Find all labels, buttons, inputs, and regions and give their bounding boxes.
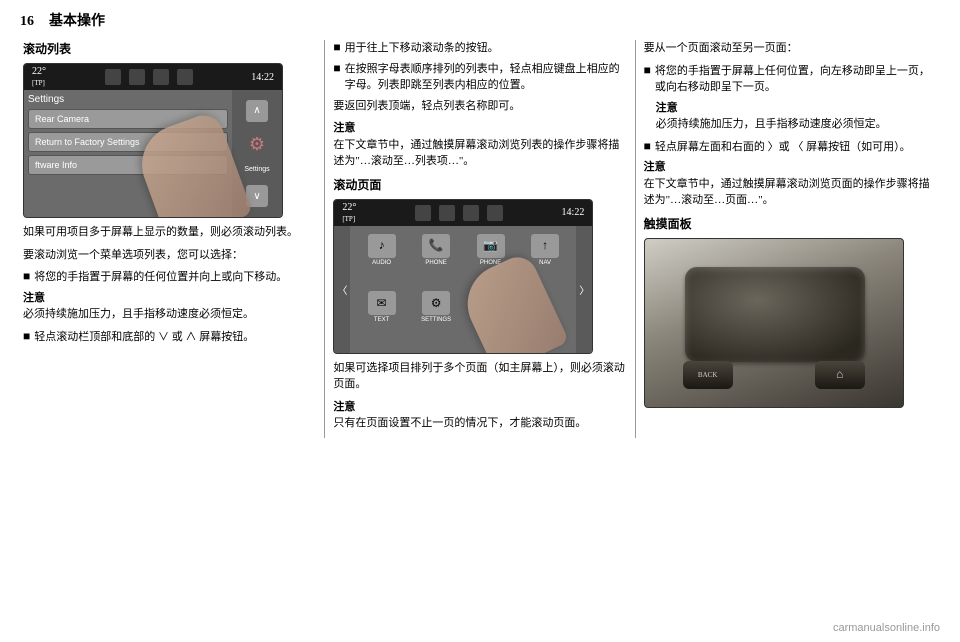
page-prev-button[interactable]: 〈 [334,226,350,353]
touchpad-photo: BACK ⌂ [644,238,904,408]
note-label: 注意 [644,161,666,173]
screen-heading: Settings [28,94,228,105]
settings-icon: ⚙ [422,291,450,315]
section-title-scroll-list: 滚动列表 [23,40,316,57]
note-label: 注意 [333,122,355,134]
column-1: 滚动列表 22°[TP] 14:22 Settings Rear Camera … [15,40,325,438]
topbar-icon [487,205,503,221]
topbar-icon [153,69,169,85]
note-label: 注意 [23,292,45,304]
bullet-marker: ■ [333,61,340,94]
paragraph: 要从一个页面滚动至另一页面： [644,40,937,57]
text-icon: ✉ [368,291,396,315]
note-text: 只有在页面设置不止一页的情况下，才能滚动页面。 [333,417,586,429]
bullet-text: 将您的手指置于屏幕的任何位置并向上或向下移动。 [34,269,316,286]
touchpad-surface [685,267,865,362]
home-button: ⌂ [815,361,865,389]
bullet-text: 用于往上下移动滚动条的按钮。 [345,40,627,57]
section-title-scroll-page: 滚动页面 [333,176,626,193]
column-3: 要从一个页面滚动至另一页面： ■ 将您的手指置于屏幕上任何位置，向左移动即呈上一… [636,40,945,438]
page-next-button[interactable]: 〉 [576,226,592,353]
note-label: 注意 [656,102,678,114]
bullet-text: 在按照字母表顺序排列的列表中，轻点相应键盘上相应的字母。列表即跳至列表内相应的位… [345,61,627,94]
bullet-marker: ■ [644,63,651,96]
home-app-phone[interactable]: 📞 PHONE [411,234,462,288]
time-display: 14:22 [562,207,585,218]
bullet-marker: ■ [23,329,30,346]
gear-icon: ⚙ [249,134,265,155]
temp-display: 22°[TP] [32,66,46,88]
bullet-marker: ■ [23,269,30,286]
screenshot-home-grid: 22°[TP] 14:22 〈 ♪ AUDIO 📞 [333,199,593,354]
camera-icon: 📷 [477,234,505,258]
page-number: 16 [20,14,34,30]
home-app-text[interactable]: ✉ TEXT [356,291,407,345]
audio-icon: ♪ [368,234,396,258]
screenshot-settings-list: 22°[TP] 14:22 Settings Rear Camera Retur… [23,63,283,218]
footer-watermark: carmanualsonline.info [833,622,940,634]
note-text: 在下文章节中，通过触摸屏幕滚动浏览页面的操作步骤将描述为"…滚动至…页面…"。 [644,178,930,207]
topbar-icon [129,69,145,85]
home-app-audio[interactable]: ♪ AUDIO [356,234,407,288]
topbar-icon [463,205,479,221]
paragraph: 要滚动浏览一个菜单选项列表，您可以选择： [23,247,316,264]
topbar-icon [177,69,193,85]
paragraph: 要返回列表顶端，轻点列表名称即可。 [333,98,626,115]
section-title-touchpad: 触摸面板 [644,215,937,232]
topbar-icon [105,69,121,85]
time-display: 14:22 [251,72,274,83]
back-button: BACK [683,361,733,389]
bullet-text: 轻点屏幕左面和右面的 〉或 〈 屏幕按钮（如可用）。 [655,139,937,156]
note-label: 注意 [333,401,355,413]
phone-icon: 📞 [422,234,450,258]
sidebar-label: Settings [244,166,269,173]
home-app-settings[interactable]: ⚙ SETTINGS [411,291,462,345]
topbar-icon [415,205,431,221]
column-2: ■ 用于往上下移动滚动条的按钮。 ■ 在按照字母表顺序排列的列表中，轻点相应键盘… [325,40,635,438]
note-text: 在下文章节中，通过触摸屏幕滚动浏览列表的操作步骤将描述为"…滚动至…列表项…"。 [333,139,619,168]
nav-icon: ↑ [531,234,559,258]
note-text: 必须持续施加压力，且手指移动速度必须恒定。 [23,308,254,320]
bullet-text: 轻点滚动栏顶部和底部的 ∨ 或 ∧ 屏幕按钮。 [34,329,316,346]
topbar-icon [439,205,455,221]
page-title: 基本操作 [49,10,105,30]
scroll-up-button[interactable]: ∧ [246,100,268,122]
bullet-text: 将您的手指置于屏幕上任何位置，向左移动即呈上一页，或向右移动即呈下一页。 [655,63,937,96]
paragraph: 如果可用项目多于屏幕上显示的数量，则必须滚动列表。 [23,224,316,241]
bullet-marker: ■ [644,139,651,156]
note-text: 必须持续施加压力，且手指移动速度必须恒定。 [656,118,887,130]
temp-display: 22°[TP] [342,202,356,224]
bullet-marker: ■ [333,40,340,57]
paragraph: 如果可选择项目排列于多个页面（如主屏幕上），则必须滚动页面。 [333,360,626,393]
